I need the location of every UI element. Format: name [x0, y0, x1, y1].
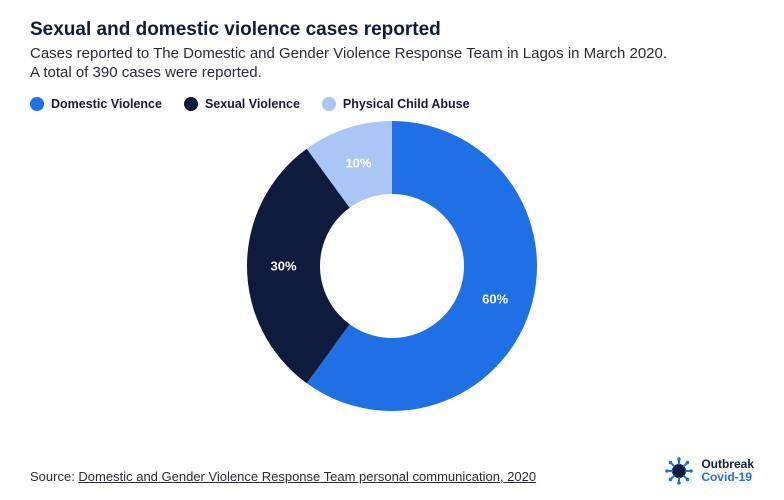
- source-prefix: Source:: [30, 469, 78, 484]
- chart-title: Sexual and domestic violence cases repor…: [30, 18, 754, 42]
- legend-label: Domestic Violence: [51, 97, 162, 111]
- legend-swatch: [184, 97, 198, 111]
- legend-item: Domestic Violence: [30, 97, 162, 111]
- legend-item: Physical Child Abuse: [322, 97, 470, 111]
- legend-label: Sexual Violence: [205, 97, 300, 111]
- brand-line-2: Covid-19: [701, 471, 754, 484]
- source-link[interactable]: Domestic and Gender Violence Response Te…: [78, 469, 536, 484]
- donut-chart: 60%30%10%: [247, 121, 537, 411]
- legend-swatch: [322, 97, 336, 111]
- chart-subtitle: Cases reported to The Domestic and Gende…: [30, 44, 670, 83]
- legend-swatch: [30, 97, 44, 111]
- outbreak-logo-icon: [664, 456, 694, 486]
- legend-item: Sexual Violence: [184, 97, 300, 111]
- brand-badge: Outbreak Covid-19: [664, 456, 754, 486]
- legend-label: Physical Child Abuse: [343, 97, 470, 111]
- source-line: Source: Domestic and Gender Violence Res…: [30, 468, 536, 486]
- legend: Domestic Violence Sexual Violence Physical…: [30, 97, 754, 111]
- chart-container: 60%30%10%: [30, 121, 754, 411]
